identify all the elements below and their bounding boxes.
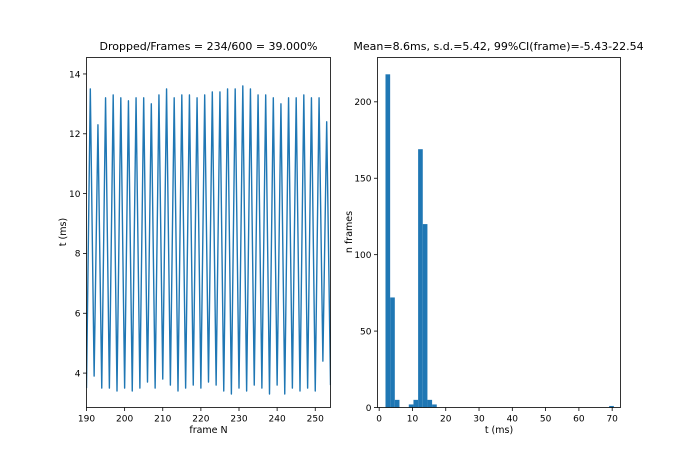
line-chart-y-tick-label: 6 [75, 310, 81, 320]
histogram-y-ticks: 0 50 100 150 200 [354, 98, 378, 414]
histogram-x-axis-label: t (ms) [485, 425, 513, 436]
histogram-bar [422, 224, 428, 408]
histogram-axes-frame [377, 57, 621, 408]
histogram-y-tick-label: 100 [354, 251, 371, 261]
line-chart-axes-frame [86, 57, 331, 408]
line-chart-x-tick-label: 190 [78, 415, 95, 425]
histogram-plot-area [385, 74, 614, 408]
line-chart-x-tick-label: 240 [269, 415, 286, 425]
line-chart: Dropped/Frames = 234/600 = 39.000% 190 20… [58, 40, 331, 436]
histogram-bar [413, 399, 419, 408]
histogram-bar [427, 399, 433, 408]
histogram-y-tick-label: 0 [366, 404, 372, 414]
histogram-bar [385, 74, 391, 408]
histogram-x-tick-label: 30 [473, 415, 485, 425]
histogram-bar [609, 405, 614, 408]
line-chart-title: Dropped/Frames = 234/600 = 39.000% [100, 40, 318, 53]
histogram-x-tick-label: 50 [540, 415, 552, 425]
histogram-x-tick-label: 40 [507, 415, 519, 425]
line-chart-x-tick-label: 230 [230, 415, 247, 425]
histogram-x-tick-label: 0 [376, 415, 382, 425]
histogram-bar [432, 404, 437, 408]
line-chart-y-tick-label: 12 [69, 130, 80, 140]
histogram-y-tick-label: 200 [354, 98, 371, 108]
histogram-y-tick-label: 50 [360, 327, 372, 337]
line-chart-y-ticks: 4 6 8 10 12 14 [69, 70, 87, 379]
histogram-x-tick-label: 70 [606, 415, 618, 425]
histogram-bar [408, 404, 414, 408]
line-chart-x-axis-label: frame N [189, 425, 227, 436]
histogram-y-tick-label: 150 [354, 175, 371, 185]
histogram-bar [394, 399, 400, 408]
frame-time-series-line [86, 85, 331, 395]
histogram-chart: Mean=8.6ms, s.d.=5.42, 99%CI(frame)=-5.4… [344, 40, 644, 436]
histogram-x-ticks: 0 10 20 30 40 50 60 70 [376, 407, 618, 425]
histogram-bar [418, 149, 423, 408]
line-chart-y-tick-label: 4 [75, 369, 81, 379]
line-chart-x-tick-label: 250 [307, 415, 324, 425]
histogram-x-tick-label: 60 [573, 415, 585, 425]
histogram-x-tick-label: 10 [407, 415, 419, 425]
line-chart-x-ticks: 190 200 210 220 230 240 250 [78, 407, 324, 425]
line-chart-y-tick-label: 10 [69, 190, 81, 200]
line-chart-y-tick-label: 14 [69, 70, 81, 80]
line-chart-x-tick-label: 210 [154, 415, 171, 425]
histogram-bar [390, 297, 395, 408]
line-chart-plot-area [86, 85, 331, 395]
line-chart-x-tick-label: 200 [116, 415, 133, 425]
histogram-y-axis-label: n frames [344, 211, 355, 253]
histogram-chart-title: Mean=8.6ms, s.d.=5.42, 99%CI(frame)=-5.4… [353, 40, 643, 53]
histogram-x-tick-label: 20 [440, 415, 452, 425]
line-chart-x-tick-label: 220 [192, 415, 209, 425]
line-chart-y-tick-label: 8 [75, 250, 81, 260]
line-chart-y-axis-label: t (ms) [58, 218, 69, 246]
